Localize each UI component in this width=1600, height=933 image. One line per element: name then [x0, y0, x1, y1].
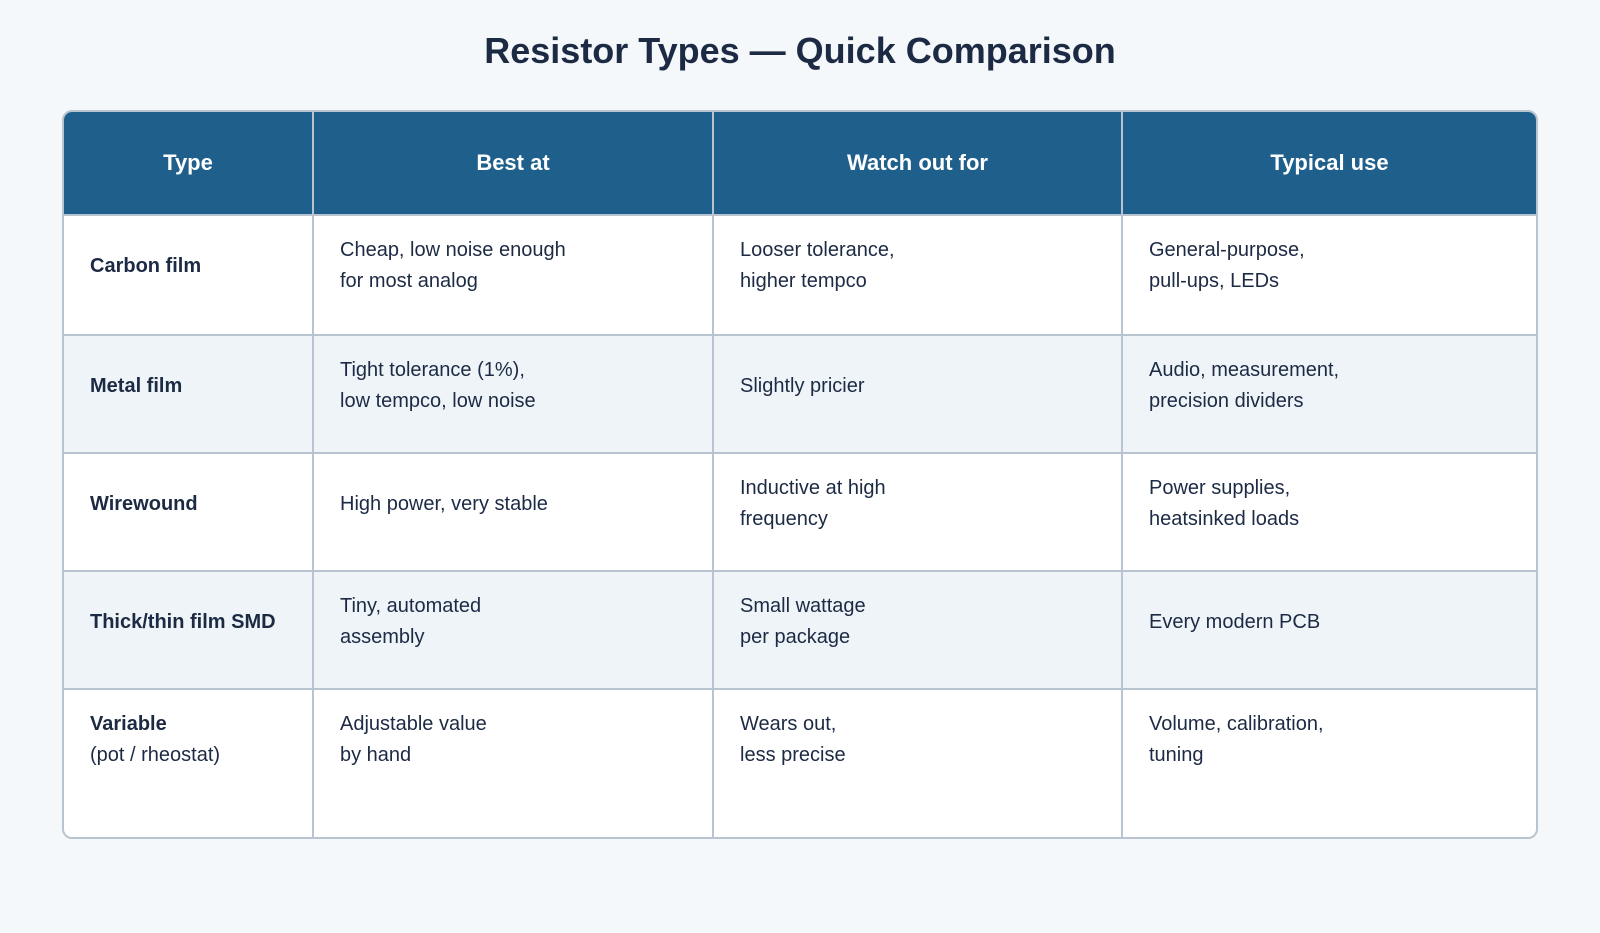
column-header: Best at	[313, 112, 714, 216]
column-header: Watch out for	[713, 112, 1123, 216]
cell-line: precision dividers	[1149, 390, 1304, 412]
cell-content: Inductive at high frequency	[740, 473, 1095, 535]
cell-line: Small wattage	[740, 595, 866, 617]
cell-line: Power supplies,	[1149, 477, 1291, 499]
cell-line: low tempco, low noise	[340, 390, 536, 412]
cell-line: High power, very stable	[340, 492, 548, 515]
type-cell: Carbon film	[64, 215, 314, 336]
cell-content: Tight tolerance (1%), low tempco, low noi…	[340, 355, 686, 417]
type-name: Variable	[90, 713, 167, 735]
cell-line: Adjustable value	[340, 713, 487, 735]
cell-line: Every modern PCB	[1149, 610, 1321, 633]
type-name: Thick/thin film SMD	[90, 610, 276, 633]
table-row: Thick/thin film SMD Tiny, automated assemb…	[64, 571, 1536, 690]
type-cell: Variable (pot / rheostat)	[64, 689, 314, 837]
cell: High power, very stable	[313, 453, 714, 572]
cell-content: Adjustable value by hand	[340, 709, 686, 771]
cell-content: High power, very stable	[340, 473, 686, 535]
cell: Tight tolerance (1%), low tempco, low noi…	[313, 335, 714, 454]
cell-content: Wears out, less precise	[740, 709, 1095, 771]
cell-line: Tight tolerance (1%),	[340, 359, 525, 381]
cell-line: Tiny, automated	[340, 595, 482, 617]
cell-line: frequency	[740, 508, 828, 530]
cell-content: General-purpose, pull-ups, LEDs	[1149, 235, 1510, 297]
cell-line: pull-ups, LEDs	[1149, 270, 1280, 292]
cell-content: Small wattage per package	[740, 591, 1095, 653]
cell-line: higher tempco	[740, 270, 867, 292]
cell-content: Cheap, low noise enough for most analog	[340, 235, 686, 297]
cell-line: per package	[740, 626, 851, 648]
cell-line: tuning	[1149, 744, 1204, 766]
cell: Wears out, less precise	[713, 689, 1123, 837]
cell-line: less precise	[740, 744, 846, 766]
cell-line: heatsinked loads	[1149, 508, 1300, 530]
cell-line: Inductive at high	[740, 477, 886, 499]
cell-line: Cheap, low noise enough	[340, 239, 566, 261]
cell-content: Audio, measurement, precision dividers	[1149, 355, 1510, 417]
cell-content: Tiny, automated assembly	[340, 591, 686, 653]
type-cell: Thick/thin film SMD	[64, 571, 314, 690]
column-header: Type	[64, 112, 314, 216]
header-row: Type Best at Watch out for Typical use	[64, 112, 1536, 216]
table-body: Carbon film Cheap, low noise enough for mo…	[64, 215, 1536, 837]
cell: Volume, calibration, tuning	[1122, 689, 1536, 837]
type-cell: Wirewound	[64, 453, 314, 572]
cell-line: by hand	[340, 744, 412, 766]
cell-content: Thick/thin film SMD	[90, 591, 286, 653]
cell-content: Looser tolerance, higher tempco	[740, 235, 1095, 297]
cell-content: Metal film	[90, 355, 286, 417]
table-row: Wirewound High power, very stable Inductiv…	[64, 453, 1536, 572]
cell-line: Slightly pricier	[740, 374, 865, 397]
table: Type Best at Watch out for Typical use Carb…	[64, 112, 1536, 837]
cell: Audio, measurement, precision dividers	[1122, 335, 1536, 454]
cell: Power supplies, heatsinked loads	[1122, 453, 1536, 572]
cell-line: Volume, calibration,	[1149, 713, 1324, 735]
comparison-table: Type Best at Watch out for Typical use Carb…	[62, 110, 1538, 839]
cell: Adjustable value by hand	[313, 689, 714, 837]
cell-content: Carbon film	[90, 235, 286, 297]
cell-line: General-purpose,	[1149, 239, 1305, 261]
cell-line: Audio, measurement,	[1149, 359, 1340, 381]
cell-line: for most analog	[340, 270, 478, 292]
cell-line: Looser tolerance,	[740, 239, 895, 261]
table-row: Variable (pot / rheostat) Adjustable value…	[64, 689, 1536, 837]
cell: Every modern PCB	[1122, 571, 1536, 690]
cell: Small wattage per package	[713, 571, 1123, 690]
cell-line: assembly	[340, 626, 425, 648]
page-title: Resistor Types — Quick Comparison	[484, 30, 1116, 71]
cell: Looser tolerance, higher tempco	[713, 215, 1123, 336]
cell-content: Variable (pot / rheostat)	[90, 709, 286, 771]
cell-content: Volume, calibration, tuning	[1149, 709, 1510, 771]
cell: Cheap, low noise enough for most analog	[313, 215, 714, 336]
table-row: Metal film Tight tolerance (1%), low tempc…	[64, 335, 1536, 454]
type-note: (pot / rheostat)	[90, 744, 221, 766]
cell-content: Every modern PCB	[1149, 591, 1510, 653]
cell: Slightly pricier	[713, 335, 1123, 454]
type-name: Metal film	[90, 374, 183, 397]
cell: Tiny, automated assembly	[313, 571, 714, 690]
cell: Inductive at high frequency	[713, 453, 1123, 572]
column-header: Typical use	[1122, 112, 1536, 216]
cell-content: Wirewound	[90, 473, 286, 535]
type-cell: Metal film	[64, 335, 314, 454]
cell-content: Power supplies, heatsinked loads	[1149, 473, 1510, 535]
cell: General-purpose, pull-ups, LEDs	[1122, 215, 1536, 336]
type-name: Carbon film	[90, 254, 202, 277]
table-row: Carbon film Cheap, low noise enough for mo…	[64, 215, 1536, 336]
type-name: Wirewound	[90, 492, 198, 515]
cell-content: Slightly pricier	[740, 355, 1095, 417]
cell-line: Wears out,	[740, 713, 837, 735]
